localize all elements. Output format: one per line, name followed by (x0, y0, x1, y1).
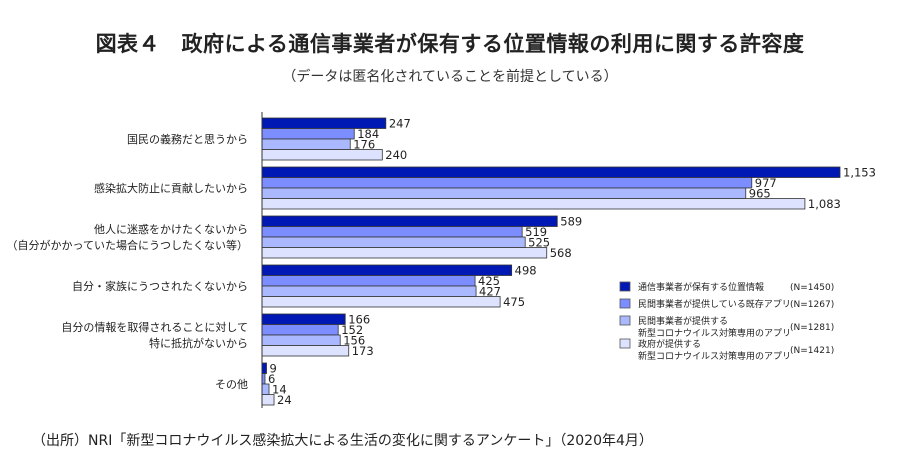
bar (261, 313, 346, 325)
legend-swatch (619, 281, 631, 292)
legend-label: 新型コロナウイルス対策専用のアプリ (638, 350, 791, 362)
data-label: 1,153 (843, 166, 876, 180)
data-label: 568 (550, 246, 572, 260)
legend-swatch (619, 298, 631, 309)
bar (261, 264, 513, 276)
legend-n: (N=1267) (790, 300, 834, 310)
bar (261, 138, 351, 150)
bar (261, 324, 339, 336)
bar (261, 362, 267, 374)
data-label: 9 (270, 362, 277, 376)
data-label: 14 (272, 383, 287, 397)
bar (261, 247, 548, 259)
bars-layer (261, 117, 841, 406)
data-label: 977 (755, 176, 777, 190)
data-label: 589 (560, 215, 582, 229)
category-label: 自分の情報を取得されることに対して (61, 320, 248, 334)
bar (261, 166, 841, 178)
bar (261, 285, 477, 297)
bar (261, 334, 341, 346)
data-label: 965 (749, 187, 771, 201)
category-label: 感染拡大防止に貢献したいから (94, 181, 248, 195)
category-label: その他 (215, 378, 248, 391)
data-label: 475 (503, 295, 525, 309)
legend: 通信事業者が保有する位置情報 (N=1450)民間事業者が提供している既存アプリ(… (619, 281, 834, 362)
data-label: 152 (341, 323, 363, 337)
category-label: 国民の義務だと思うから (127, 132, 248, 146)
data-label: 525 (528, 236, 550, 250)
category-label: 他人に迷惑をかけたくないから (94, 222, 248, 236)
legend-label: 通信事業者が保有する位置情報 (638, 281, 764, 293)
data-label: 247 (389, 117, 411, 131)
legend-n: (N=1450) (790, 283, 834, 293)
legend-label: 民間事業者が提供する (638, 315, 728, 327)
data-label: 498 (515, 264, 537, 278)
bar (261, 198, 806, 210)
bar (261, 226, 523, 238)
bar (261, 215, 558, 227)
data-label: 240 (385, 148, 407, 162)
legend-label: 新型コロナウイルス対策専用のアプリ (638, 327, 791, 339)
chart-title: 図表４ 政府による通信事業者が保有する位置情報の利用に関する許容度 (95, 32, 805, 56)
bar (261, 345, 350, 357)
data-label: 1,083 (808, 197, 841, 211)
legend-n: (N=1421) (790, 346, 834, 356)
data-label: 173 (352, 344, 374, 358)
data-label: 166 (348, 313, 370, 327)
bar (261, 177, 753, 189)
category-label: （自分がかかっていた場合にうつしたくない等） (7, 238, 248, 252)
data-label: 184 (357, 127, 379, 141)
bar (261, 187, 747, 199)
chart-subtitle: （データは匿名化されていることを前提としている） (282, 69, 618, 85)
legend-label: 民間事業者が提供している既存アプリ (638, 298, 791, 310)
legend-swatch (619, 315, 631, 326)
bar (261, 296, 501, 308)
category-label: 特に抵抗がないから (149, 336, 248, 350)
bar (261, 275, 476, 287)
data-label: 427 (479, 285, 501, 299)
data-label: 176 (353, 138, 375, 152)
data-label: 24 (277, 393, 292, 407)
legend-swatch (619, 338, 631, 349)
data-label: 6 (268, 372, 275, 386)
category-label: 自分・家族にうつされたくないから (72, 279, 248, 293)
legend-n: (N=1281) (790, 323, 834, 333)
data-label: 156 (343, 334, 365, 348)
bar (261, 128, 355, 140)
data-label: 519 (525, 225, 547, 239)
legend-label: 政府が提供する (638, 338, 701, 350)
bar (261, 236, 526, 248)
source-note: （出所）NRI「新型コロナウイルス感染拡大による生活の変化に関するアンケート」（… (32, 433, 653, 449)
data-label: 425 (478, 274, 500, 288)
